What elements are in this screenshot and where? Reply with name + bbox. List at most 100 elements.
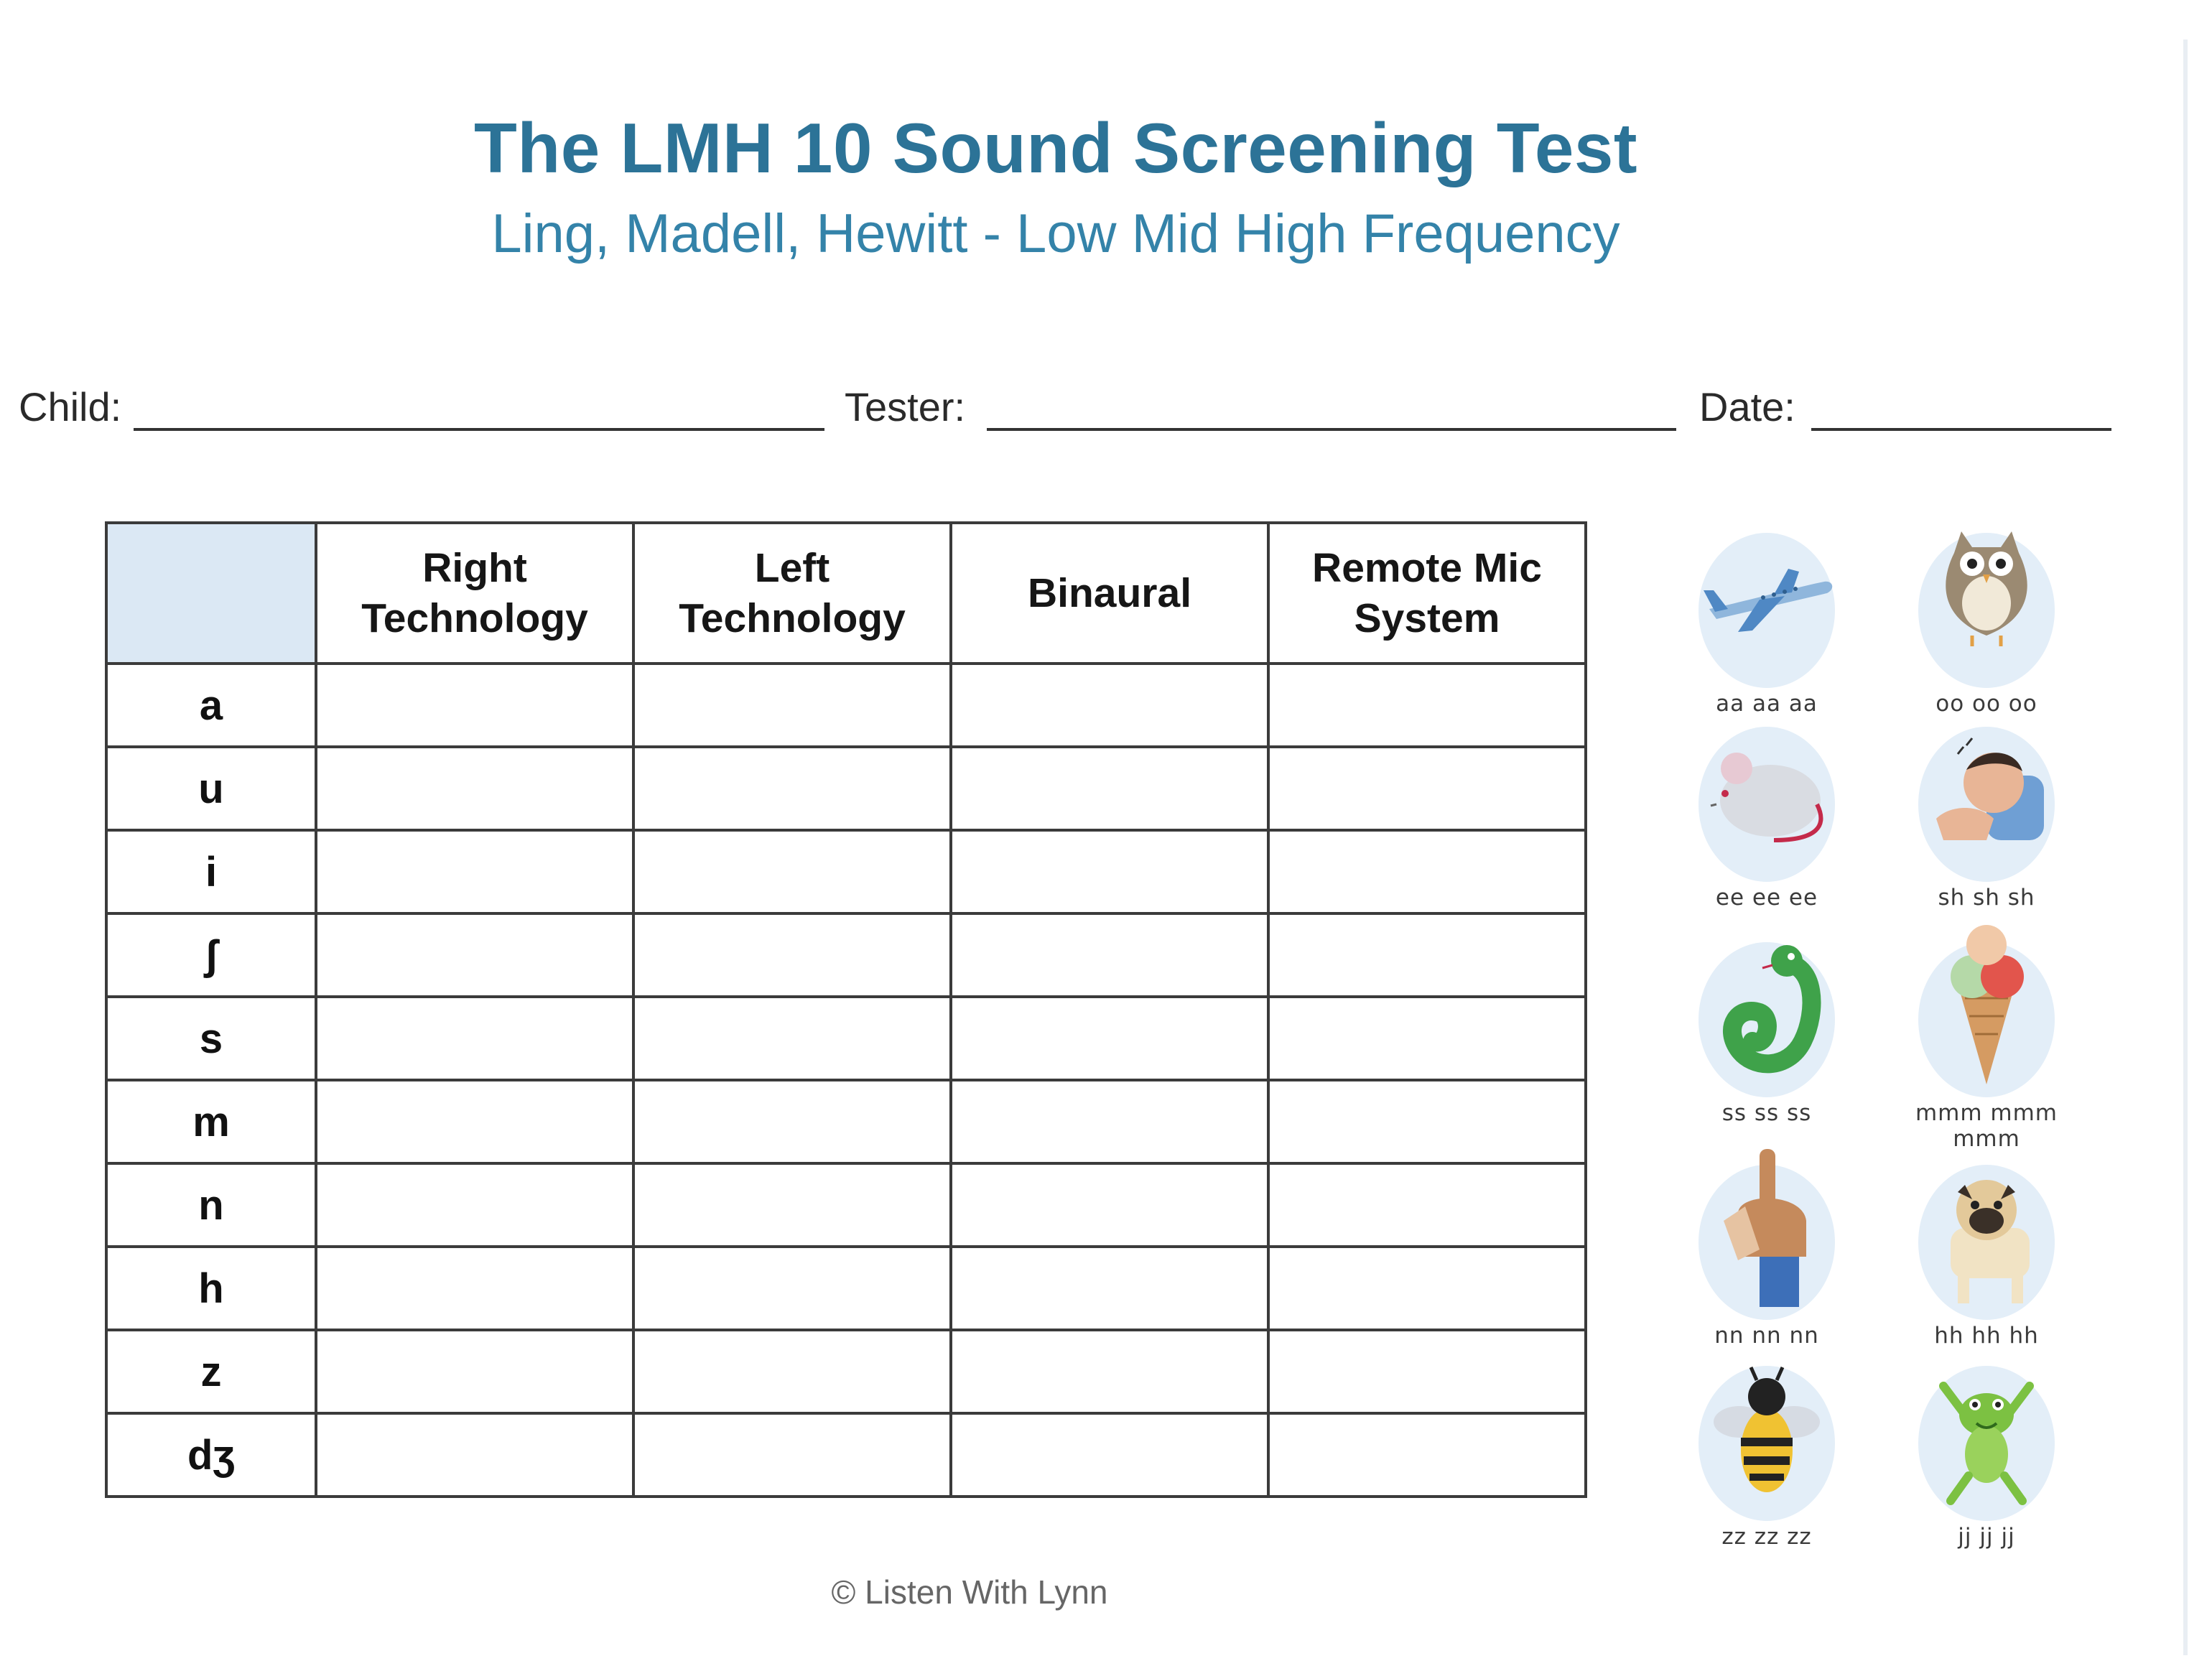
response-cell[interactable] (632, 1412, 952, 1498)
response-cell[interactable] (1267, 995, 1587, 1081)
response-cell[interactable] (949, 1162, 1270, 1248)
snake-icon (1698, 942, 1835, 1097)
response-cell[interactable] (1267, 1412, 1587, 1498)
response-cell[interactable] (949, 745, 1270, 832)
response-cell[interactable] (1267, 1329, 1587, 1415)
picture-sound-label: jj jj jj (1958, 1524, 2015, 1550)
column-header-line: Left (754, 545, 830, 591)
response-cell[interactable] (1267, 912, 1587, 998)
table-row: m (105, 1079, 1587, 1165)
table-row: s (105, 995, 1587, 1081)
response-cell[interactable] (632, 1079, 952, 1165)
response-cell[interactable] (315, 1412, 635, 1498)
response-cell[interactable] (315, 1162, 635, 1248)
response-cell[interactable] (315, 912, 635, 998)
response-cell[interactable] (949, 1412, 1270, 1498)
column-header-line: Technology (679, 595, 906, 641)
picture-sound-label: ss ss ss (1721, 1100, 1812, 1126)
column-header-remote-mic-system: Remote Mic System (1267, 521, 1587, 665)
picture-card: mmm mmm mmm (1915, 905, 2058, 1152)
response-cell[interactable] (632, 829, 952, 915)
column-header-line: Remote Mic (1312, 545, 1542, 591)
table-row: h (105, 1245, 1587, 1331)
table-row: z (105, 1329, 1587, 1415)
table-row: u (105, 745, 1587, 832)
response-cell[interactable] (315, 1245, 635, 1331)
picture-card: nn nn nn (1695, 1135, 1839, 1349)
sound-cell: a (105, 662, 317, 748)
sound-cell: u (105, 745, 317, 832)
response-cell[interactable] (632, 995, 952, 1081)
table-row: a (105, 662, 1587, 748)
column-header-binaural: Binaural (949, 521, 1270, 665)
screening-table: Right Technology Left Technology Binaural … (105, 521, 1587, 1498)
sound-cell: h (105, 1245, 317, 1331)
response-cell[interactable] (632, 1329, 952, 1415)
header-blank-cell (105, 521, 317, 665)
page-edge (2183, 39, 2188, 1655)
picture-sound-label: nn nn nn (1714, 1323, 1819, 1349)
response-cell[interactable] (632, 1245, 952, 1331)
sound-cell: ʃ (105, 912, 317, 998)
picture-sound-label: mmm mmm mmm (1915, 1100, 2058, 1152)
response-cell[interactable] (315, 662, 635, 748)
frog-icon (1918, 1366, 2055, 1521)
response-cell[interactable] (315, 829, 635, 915)
sound-cell: dʒ (105, 1412, 317, 1498)
response-cell[interactable] (949, 995, 1270, 1081)
response-cell[interactable] (949, 829, 1270, 915)
picture-card: ee ee ee (1695, 725, 1839, 911)
response-cell[interactable] (315, 745, 635, 832)
sleeping-baby-icon (1918, 727, 2055, 882)
hand-icon (1698, 1149, 1835, 1320)
sound-cell: s (105, 995, 317, 1081)
column-header-line: Binaural (1027, 570, 1192, 616)
response-cell[interactable] (632, 1162, 952, 1248)
response-cell[interactable] (1267, 829, 1587, 915)
response-cell[interactable] (1267, 662, 1587, 748)
response-cell[interactable] (632, 745, 952, 832)
response-cell[interactable] (1267, 1079, 1587, 1165)
tester-field[interactable] (987, 428, 1676, 431)
response-cell[interactable] (315, 1329, 635, 1415)
column-header-line: System (1354, 595, 1500, 641)
column-header-left-technology: Left Technology (632, 521, 952, 665)
date-field[interactable] (1811, 428, 2111, 431)
owl-icon (1918, 531, 2055, 688)
table-row: dʒ (105, 1412, 1587, 1498)
response-cell[interactable] (315, 1079, 635, 1165)
picture-card: oo oo oo (1915, 510, 2058, 717)
response-cell[interactable] (315, 995, 635, 1081)
response-cell[interactable] (949, 662, 1270, 748)
picture-sound-label: ee ee ee (1715, 885, 1818, 911)
response-cell[interactable] (1267, 745, 1587, 832)
response-cell[interactable] (1267, 1245, 1587, 1331)
picture-sound-label: aa aa aa (1716, 691, 1818, 717)
response-cell[interactable] (949, 1079, 1270, 1165)
column-header-line: Technology (361, 595, 588, 641)
page-title: The LMH 10 Sound Screening Test (473, 108, 1637, 187)
table-row: i (105, 829, 1587, 915)
sound-cell: n (105, 1162, 317, 1248)
column-header-line: Right (422, 545, 527, 591)
page-subtitle: Ling, Madell, Hewitt - Low Mid High Freq… (491, 203, 1620, 264)
sound-picture-panel: aa aa aa oo oo oo ee ee ee (1666, 503, 2068, 1550)
response-cell[interactable] (1267, 1162, 1587, 1248)
column-header-right-technology: Right Technology (315, 521, 635, 665)
response-cell[interactable] (949, 1245, 1270, 1331)
copyright-footer: © Listen With Lynn (831, 1573, 1108, 1611)
picture-card: ss ss ss (1695, 934, 1839, 1126)
response-cell[interactable] (949, 1329, 1270, 1415)
picture-sound-label: sh sh sh (1938, 885, 2035, 911)
child-label: Child: (19, 384, 122, 429)
response-cell[interactable] (949, 912, 1270, 998)
picture-card: sh sh sh (1915, 725, 2058, 911)
airplane-icon (1698, 533, 1835, 688)
ice-cream-icon (1918, 925, 2055, 1097)
picture-sound-label: zz zz zz (1721, 1524, 1812, 1550)
picture-card: zz zz zz (1695, 1357, 1839, 1550)
table-row: ʃ (105, 912, 1587, 998)
response-cell[interactable] (632, 912, 952, 998)
response-cell[interactable] (632, 662, 952, 748)
child-field[interactable] (134, 428, 824, 431)
